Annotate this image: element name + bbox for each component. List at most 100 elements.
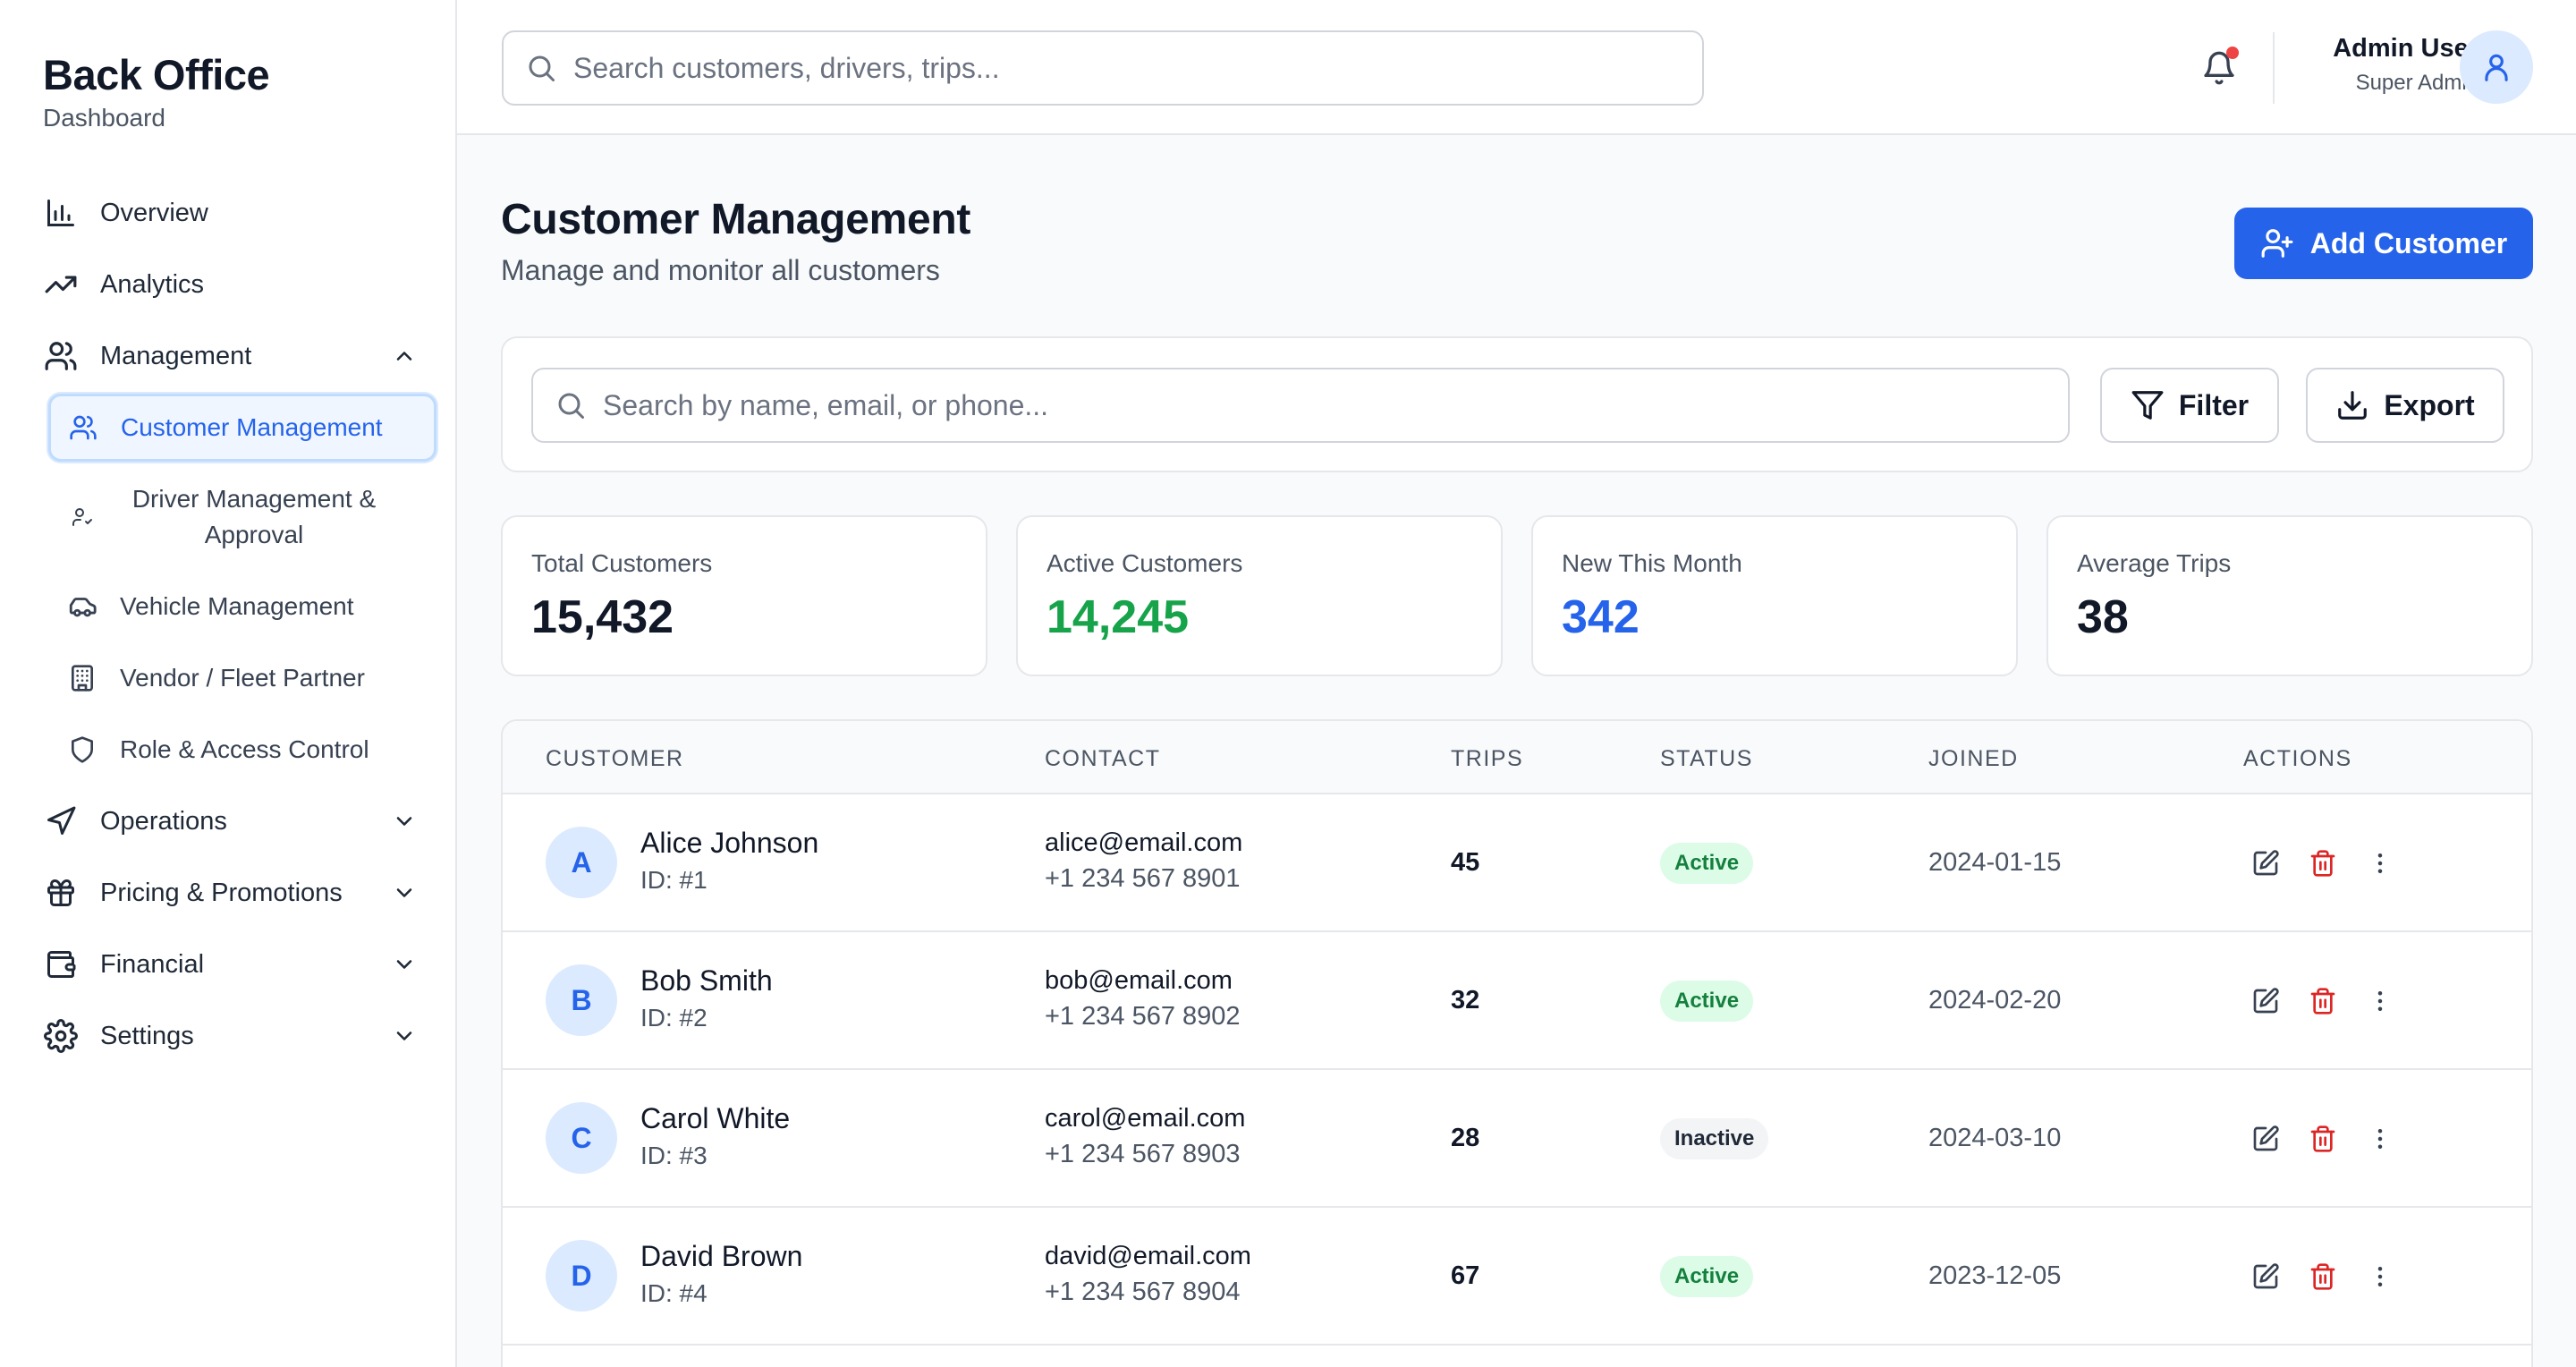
more-vertical-icon bbox=[2367, 850, 2394, 877]
delete-button[interactable] bbox=[2306, 846, 2340, 880]
global-search[interactable] bbox=[502, 30, 1704, 106]
customer-id: ID: #3 bbox=[640, 1142, 708, 1169]
sidebar-item-vendor[interactable]: Vendor / Fleet Partner bbox=[50, 651, 435, 705]
notification-dot bbox=[2226, 47, 2239, 59]
edit-button[interactable] bbox=[2249, 1122, 2283, 1156]
table-row[interactable]: D David Brown ID: #4 david@email.com +1 234 … bbox=[503, 1208, 2531, 1346]
global-search-input[interactable] bbox=[573, 51, 1702, 85]
building-icon bbox=[66, 662, 98, 694]
customer-search-input[interactable] bbox=[603, 388, 2068, 422]
stat-card: New This Month 342 bbox=[1531, 515, 2018, 676]
edit-icon bbox=[2251, 987, 2280, 1015]
nav-financial[interactable]: Financial bbox=[43, 939, 419, 989]
customer-name[interactable]: David Brown bbox=[640, 1240, 803, 1272]
nav-pricing[interactable]: Pricing & Promotions bbox=[43, 868, 419, 918]
nav-operations[interactable]: Operations bbox=[43, 796, 419, 846]
search-icon bbox=[555, 389, 587, 421]
delete-button[interactable] bbox=[2306, 1122, 2340, 1156]
customer-name[interactable]: Alice Johnson bbox=[640, 827, 819, 859]
stat-value: 14,245 bbox=[1046, 591, 1190, 643]
customer-trips: 45 bbox=[1451, 848, 1480, 877]
add-customer-button[interactable]: Add Customer bbox=[2234, 208, 2533, 279]
stat-value: 15,432 bbox=[531, 591, 674, 643]
joined-date: 2023-12-05 bbox=[1928, 1261, 2062, 1290]
filter-label: Filter bbox=[2178, 388, 2250, 421]
customer-table: CUSTOMER CONTACT TRIPS STATUS JOINED ACT… bbox=[501, 719, 2533, 1367]
export-button[interactable]: Export bbox=[2306, 368, 2504, 443]
status-badge: Active bbox=[1660, 1256, 1754, 1297]
sidebar-item-vehicle-management[interactable]: Vehicle Management bbox=[50, 580, 435, 633]
gift-icon bbox=[43, 875, 79, 911]
edit-button[interactable] bbox=[2249, 1260, 2283, 1294]
nav-management-label: Management bbox=[100, 341, 252, 370]
more-vertical-icon bbox=[2367, 1263, 2394, 1290]
delete-button[interactable] bbox=[2306, 1260, 2340, 1294]
joined-date: 2024-03-10 bbox=[1928, 1124, 2062, 1152]
sidebar-item-customer-management[interactable]: Customer Management bbox=[48, 394, 436, 462]
trending-up-icon bbox=[43, 267, 79, 302]
avatar[interactable] bbox=[2460, 30, 2533, 104]
more-button[interactable] bbox=[2363, 846, 2397, 880]
sidebar-item-role-access[interactable]: Role & Access Control bbox=[50, 723, 435, 777]
more-button[interactable] bbox=[2363, 1122, 2397, 1156]
customer-avatar: C bbox=[546, 1102, 617, 1174]
sidebar-item-label: Customer Management bbox=[121, 413, 383, 441]
nav-settings[interactable]: Settings bbox=[43, 1011, 419, 1061]
customer-name[interactable]: Bob Smith bbox=[640, 964, 773, 997]
user-info[interactable]: Admin User Super Admin bbox=[2300, 34, 2479, 96]
customer-email: david@email.com bbox=[1045, 1242, 1251, 1270]
sidebar-item-label: Role & Access Control bbox=[120, 735, 369, 763]
column-header[interactable]: TRIPS bbox=[1451, 746, 1524, 771]
customer-search[interactable] bbox=[531, 368, 2070, 443]
customer-id: ID: #1 bbox=[640, 866, 708, 894]
column-header[interactable]: STATUS bbox=[1660, 746, 1753, 771]
joined-date: 2024-01-15 bbox=[1928, 848, 2062, 877]
brand-subtitle: Dashboard bbox=[43, 104, 165, 132]
more-vertical-icon bbox=[2367, 1125, 2394, 1152]
wallet-icon bbox=[43, 947, 79, 982]
customer-avatar: B bbox=[546, 964, 617, 1036]
sidebar-item-label: Vendor / Fleet Partner bbox=[120, 664, 365, 692]
column-header[interactable]: JOINED bbox=[1928, 746, 2019, 771]
column-header[interactable]: CUSTOMER bbox=[546, 746, 684, 771]
brand-title: Back Office bbox=[43, 51, 270, 98]
trash-icon bbox=[2309, 849, 2337, 878]
nav-overview[interactable]: Overview bbox=[43, 188, 419, 238]
sidebar: Back Office Dashboard Overview Analytics… bbox=[0, 0, 457, 1367]
delete-button[interactable] bbox=[2306, 984, 2340, 1018]
export-label: Export bbox=[2384, 388, 2475, 421]
table-row[interactable]: C Carol White ID: #3 carol@email.com +1 234 … bbox=[503, 1070, 2531, 1208]
more-button[interactable] bbox=[2363, 984, 2397, 1018]
nav-analytics[interactable]: Analytics bbox=[43, 259, 419, 310]
car-icon bbox=[66, 590, 98, 623]
more-button[interactable] bbox=[2363, 1260, 2397, 1294]
filter-button[interactable]: Filter bbox=[2100, 368, 2279, 443]
nav-management[interactable]: Management bbox=[43, 331, 419, 381]
stat-label: New This Month bbox=[1562, 549, 1742, 577]
download-icon bbox=[2335, 388, 2369, 422]
customer-id: ID: #4 bbox=[640, 1279, 708, 1307]
table-row[interactable]: A Alice Johnson ID: #1 alice@email.com +1 23… bbox=[503, 794, 2531, 932]
customer-email: alice@email.com bbox=[1045, 828, 1243, 857]
sidebar-item-label: Driver Management & Approval bbox=[131, 485, 377, 548]
sidebar-item-driver-management[interactable]: Driver Management & Approval bbox=[50, 480, 435, 555]
bell-icon bbox=[2201, 50, 2237, 86]
customer-phone: +1 234 567 8904 bbox=[1045, 1278, 1241, 1306]
table-row[interactable]: B Bob Smith ID: #2 bob@email.com +1 234 567 … bbox=[503, 932, 2531, 1070]
page-subtitle: Manage and monitor all customers bbox=[501, 254, 940, 286]
notifications-button[interactable] bbox=[2196, 45, 2242, 91]
edit-icon bbox=[2251, 1125, 2280, 1153]
edit-button[interactable] bbox=[2249, 984, 2283, 1018]
nav-pricing-label: Pricing & Promotions bbox=[100, 878, 343, 907]
stat-value: 38 bbox=[2077, 591, 2129, 643]
edit-button[interactable] bbox=[2249, 846, 2283, 880]
customer-trips: 67 bbox=[1451, 1261, 1480, 1290]
column-header[interactable]: CONTACT bbox=[1045, 746, 1161, 771]
search-icon bbox=[525, 52, 557, 84]
page-title: Customer Management bbox=[501, 196, 971, 243]
customer-name[interactable]: Carol White bbox=[640, 1102, 791, 1134]
customer-id: ID: #2 bbox=[640, 1004, 708, 1032]
user-icon bbox=[2479, 50, 2513, 84]
trash-icon bbox=[2309, 1125, 2337, 1153]
brand: Back Office Dashboard bbox=[43, 48, 270, 132]
